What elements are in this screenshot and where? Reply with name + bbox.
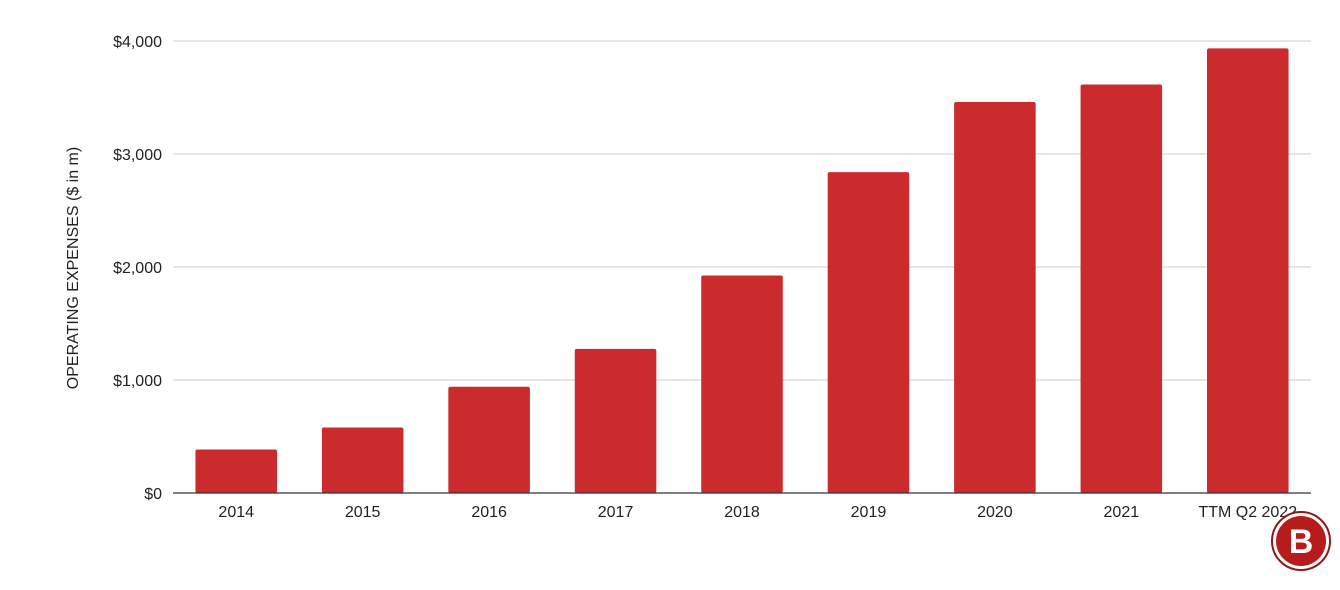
x-tick-label: 2020 [977,504,1013,521]
bar [1080,84,1163,493]
x-tick-label: 2021 [1104,504,1140,521]
y-tick-label: $3,000 [113,147,162,164]
y-tick-label: $0 [144,486,162,503]
x-tick-labels: 2014 2015 2016 2017 2018 2019 2020 2021 TTM Q2 2… [218,504,1297,521]
x-tick-label: 2015 [345,504,381,521]
brand-logo: B [1271,511,1331,571]
bar [827,172,910,493]
x-tick-label: 2014 [218,504,254,521]
bars [195,48,1289,494]
x-tick-label: 2018 [724,504,760,521]
x-tick-label: 2016 [471,504,507,521]
bar [1206,48,1289,493]
x-tick-label: 2017 [598,504,634,521]
logo-letter: B [1289,523,1314,561]
logo-disc [1276,516,1326,566]
bar [701,275,783,493]
x-tick-label: TTM Q2 2022 [1198,504,1297,521]
x-tick-label: 2019 [851,504,887,521]
y-tick-labels: $0 $1,000 $2,000 $3,000 $4,000 [113,34,162,503]
y-axis-title: OPERATING EXPENSES ($ in m) [65,147,82,389]
y-tick-label: $2,000 [113,260,162,277]
bar [448,386,530,493]
bar [954,102,1036,494]
y-tick-label: $1,000 [113,373,162,390]
bar [195,449,278,493]
bar [321,427,404,493]
y-tick-label: $4,000 [113,34,162,51]
bar [574,348,657,493]
